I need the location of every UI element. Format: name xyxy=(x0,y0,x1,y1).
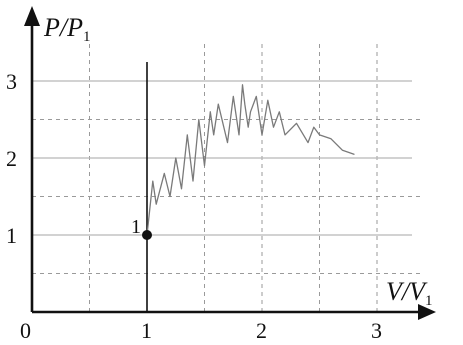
tick-labels: 1 2 3 1 2 3 xyxy=(6,69,382,343)
y-tick-label: 2 xyxy=(6,146,17,171)
y-axis-label-main: P/P xyxy=(43,13,83,42)
x-tick-label: 3 xyxy=(371,318,382,343)
series-layer xyxy=(146,84,355,236)
x-tick-label: 2 xyxy=(256,318,267,343)
point-marker xyxy=(142,230,152,240)
x-axis-label: V/V1 xyxy=(386,277,433,309)
y-tick-label: 3 xyxy=(6,69,17,94)
series-line xyxy=(146,84,355,236)
points-layer: 1 xyxy=(131,216,152,240)
grid xyxy=(32,40,420,312)
x-tick-label: 1 xyxy=(141,318,152,343)
point-label: 1 xyxy=(131,216,141,238)
x-axis-label-sub: 1 xyxy=(425,293,433,309)
x-axis-arrow xyxy=(418,304,436,320)
x-axis-label-main: V/V xyxy=(386,277,428,306)
origin-label: 0 xyxy=(20,318,31,343)
y-axis-label-sub: 1 xyxy=(83,29,91,45)
y-tick-label: 1 xyxy=(6,223,17,248)
y-axis-label: P/P1 xyxy=(43,13,91,45)
y-axis-arrow xyxy=(24,6,40,26)
